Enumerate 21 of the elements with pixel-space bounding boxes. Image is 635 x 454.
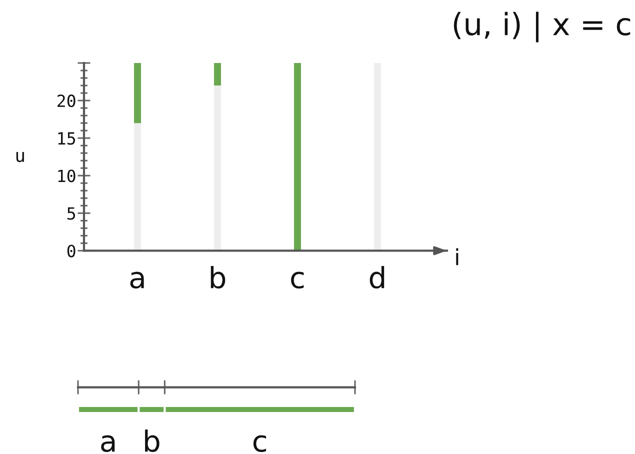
y-axis-title: u <box>16 152 24 162</box>
x-tick-label: d <box>370 266 384 289</box>
bar <box>134 63 142 124</box>
series-label: c <box>253 435 266 452</box>
y-tick-label: 20 <box>58 94 76 108</box>
x-tick-label: b <box>210 266 226 289</box>
series-label: a <box>101 435 115 452</box>
y-tick-label: 15 <box>58 132 76 145</box>
y-tick-label: 10 <box>58 170 76 182</box>
x-tick-label: c <box>291 272 304 289</box>
y-tick-label: 0 <box>67 244 76 258</box>
x-tick-label: a <box>130 272 144 289</box>
bar <box>294 63 301 251</box>
x-axis-title: i <box>456 248 458 266</box>
bar <box>134 123 142 251</box>
y-tick-label: 5 <box>67 207 76 220</box>
bar <box>374 63 381 251</box>
bar <box>214 63 222 86</box>
text: (u, i) | x = c <box>454 12 630 42</box>
series-label: b <box>145 429 160 452</box>
bar <box>214 86 222 251</box>
